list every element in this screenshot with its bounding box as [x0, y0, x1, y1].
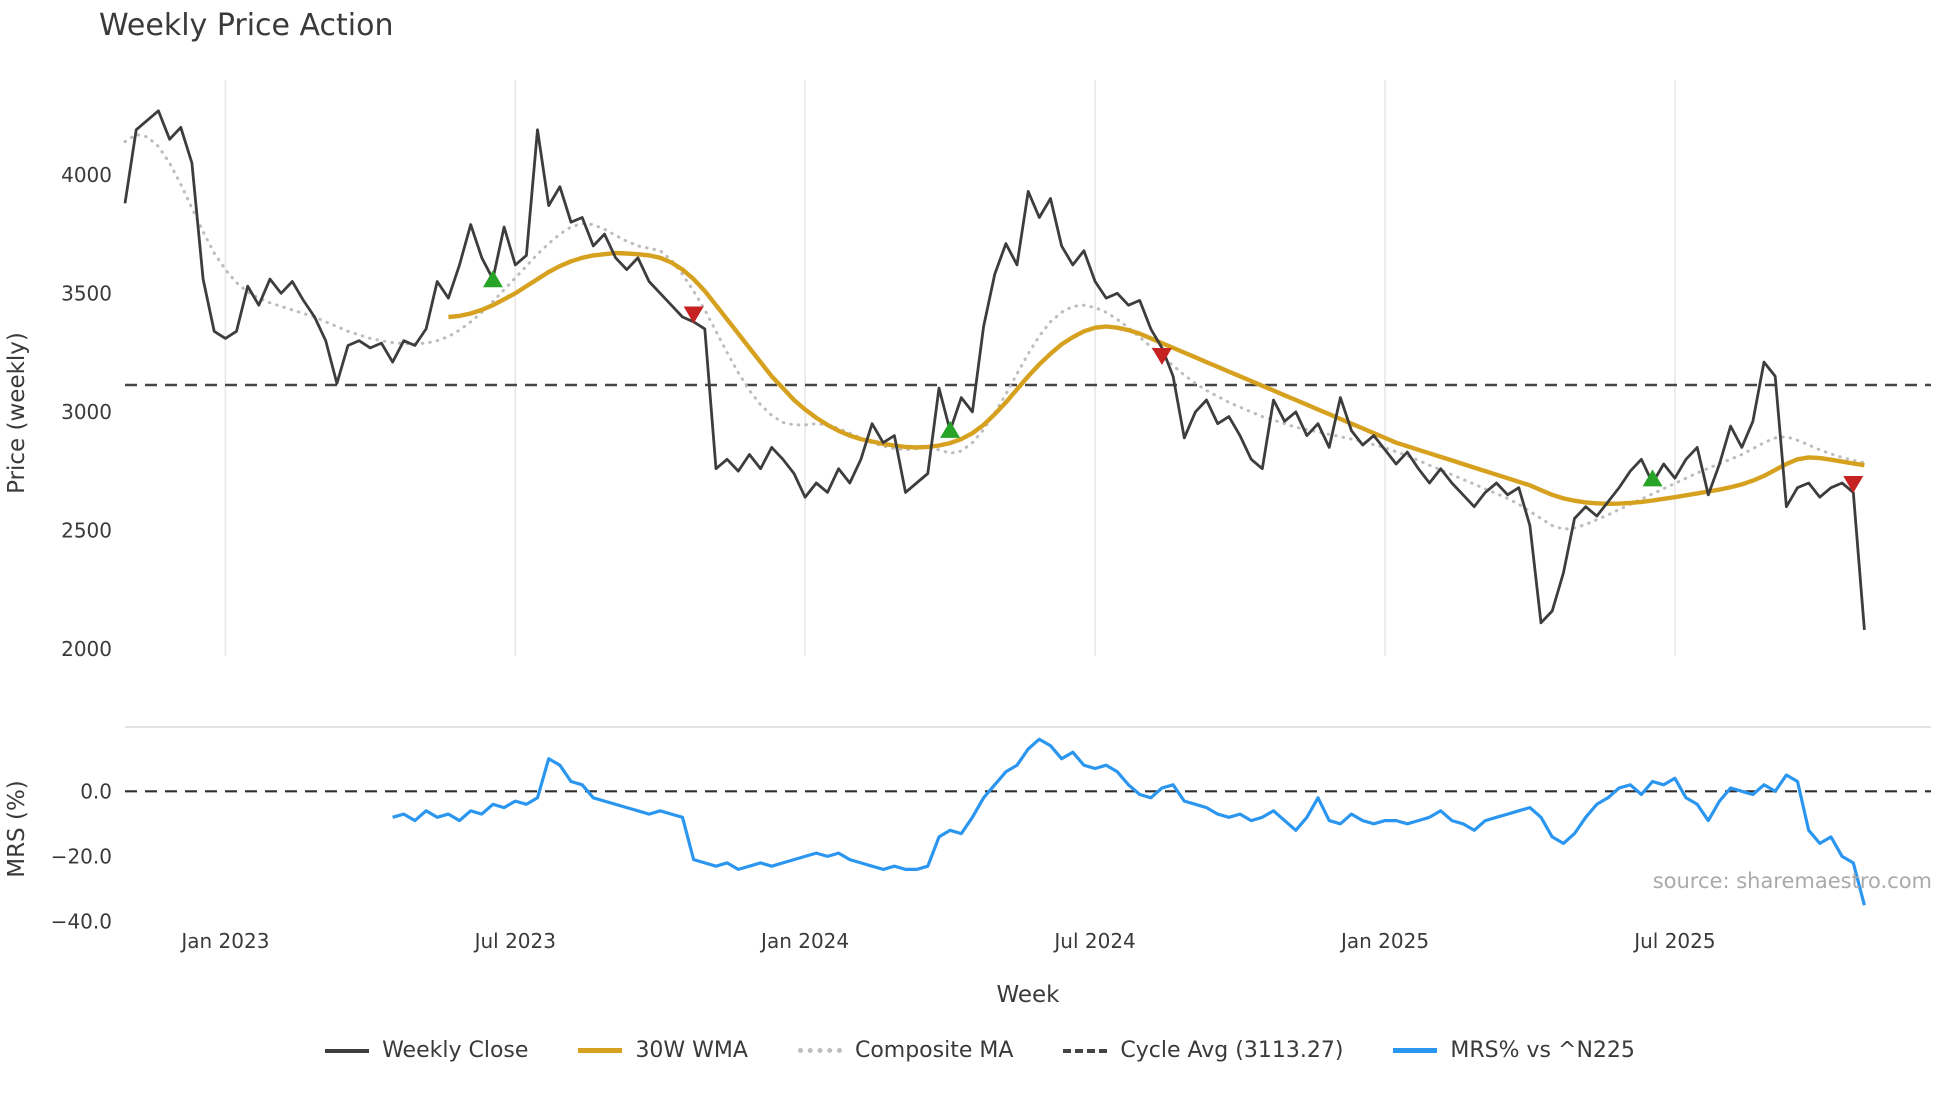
legend-label: Cycle Avg (3113.27): [1120, 1038, 1344, 1063]
price-axis-label: Price (weekly): [4, 332, 30, 494]
buy-signal-marker: [482, 270, 503, 288]
legend-item-mrs: MRS% vs ^N225: [1393, 1038, 1635, 1063]
series-line-weekly-close: [123, 109, 1866, 631]
x-tick-label: Jul 2024: [1052, 929, 1135, 953]
mrs-line-icon: [1393, 1048, 1438, 1053]
legend-item-cycle-avg: Cycle Avg (3113.27): [1063, 1038, 1343, 1063]
cycle-avg-dashed-line-icon: [1063, 1048, 1108, 1053]
price-tick-label: 2500: [61, 518, 112, 542]
sell-signal-marker: [683, 306, 704, 324]
mrs-tick-label: −20.0: [51, 844, 112, 868]
chart-graphics: [123, 80, 1931, 906]
price-tick-label: 4000: [61, 163, 112, 187]
chart-legend: Weekly Close 30W WMA Composite MA Cycle …: [0, 1038, 1960, 1063]
legend-label: 30W WMA: [635, 1038, 748, 1063]
legend-item-weekly-close: Weekly Close: [325, 1038, 528, 1063]
buy-signal-marker: [940, 420, 961, 438]
sell-signal-marker: [1151, 347, 1172, 365]
legend-label: Composite MA: [854, 1038, 1014, 1063]
weekly-close-line-icon: [325, 1048, 370, 1053]
series-line-mrs: [392, 737, 1866, 906]
sell-signal-marker: [1843, 475, 1864, 493]
legend-item-composite: Composite MA: [797, 1038, 1014, 1063]
composite-dotted-line-icon: [797, 1048, 842, 1053]
axis-ticks: 4000 3500 3000 2500 2000 0.0 −20.0 −40.0 Jan 202…: [51, 163, 1716, 953]
price-tick-label: 3000: [61, 400, 112, 424]
x-axis-label: Week: [996, 982, 1060, 1008]
x-tick-label: Jan 2025: [1339, 929, 1429, 953]
x-tick-label: Jul 2023: [473, 929, 556, 953]
price-tick-label: 3500: [61, 281, 112, 305]
series-line-wma: [448, 250, 1865, 506]
source-watermark: source: sharemaestro.com: [1653, 869, 1932, 893]
wma-line-icon: [578, 1048, 623, 1053]
price-tick-label: 2000: [61, 637, 112, 661]
buy-signal-marker: [1642, 469, 1663, 487]
x-tick-label: Jan 2023: [179, 929, 269, 953]
mrs-tick-label: 0.0: [80, 779, 112, 803]
mrs-axis-label: MRS (%): [4, 780, 30, 878]
chart-title: Weekly Price Action: [99, 8, 394, 43]
legend-item-wma: 30W WMA: [578, 1038, 748, 1063]
x-tick-label: Jul 2025: [1632, 929, 1715, 953]
x-tick-label: Jan 2024: [759, 929, 849, 953]
mrs-tick-label: −40.0: [51, 910, 112, 934]
legend-label: MRS% vs ^N225: [1450, 1038, 1635, 1063]
legend-label: Weekly Close: [382, 1038, 529, 1063]
series-line-composite: [123, 133, 1866, 531]
